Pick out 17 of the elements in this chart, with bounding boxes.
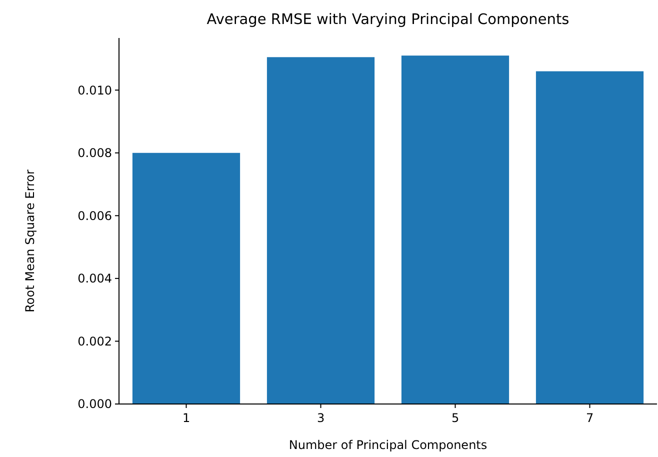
y-tick-label: 0.000: [78, 397, 112, 412]
y-tick-label: 0.002: [78, 334, 112, 348]
y-tick-label: 0.008: [78, 146, 112, 160]
y-tick-label: 0.010: [78, 83, 112, 98]
x-tick-label: 5: [451, 411, 460, 425]
bar: [401, 56, 510, 404]
bar: [132, 152, 240, 404]
y-axis-title: Root Mean Square Error: [23, 170, 37, 312]
chart-title: Average RMSE with Varying Principal Components: [206, 12, 570, 28]
bar: [266, 57, 375, 404]
x-tick-label: 7: [586, 411, 594, 425]
y-tick-label: 0.006: [78, 208, 112, 223]
x-tick-label: 1: [182, 411, 190, 425]
x-tick-label: 3: [316, 411, 325, 425]
x-axis-title: Number of Principal Components: [288, 438, 488, 452]
y-tick-label: 0.004: [78, 272, 112, 286]
bar: [536, 71, 644, 404]
